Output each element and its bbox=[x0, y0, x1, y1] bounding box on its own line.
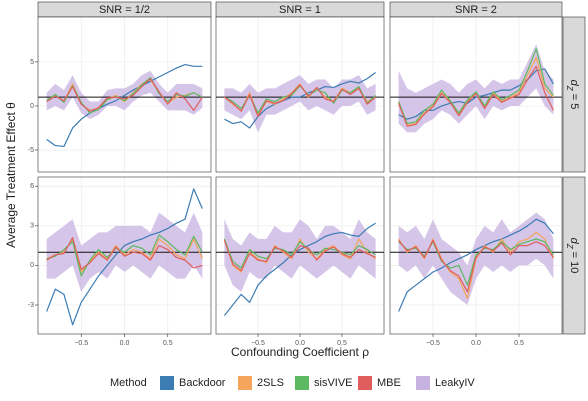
legend-swatch bbox=[238, 376, 252, 390]
method-line bbox=[223, 222, 376, 316]
row-label-part: Z bbox=[565, 243, 574, 250]
panel-border bbox=[37, 16, 212, 173]
y-tick-label: 3 bbox=[30, 223, 34, 230]
x-tick-label: 0.0 bbox=[471, 340, 481, 347]
method-line bbox=[224, 84, 376, 118]
legend-label: Backdoor bbox=[179, 377, 226, 389]
uncertainty-band bbox=[224, 219, 376, 292]
method-line bbox=[46, 237, 203, 270]
method-line bbox=[46, 188, 203, 326]
uncertainty-band bbox=[224, 75, 376, 133]
row-label-part: = 10 bbox=[568, 249, 580, 274]
legend-title: Method bbox=[110, 377, 147, 389]
x-tick-label: −0.5 bbox=[251, 340, 265, 347]
row-strip-label: dZ = 10 bbox=[565, 238, 580, 274]
row-label-part: d bbox=[568, 238, 580, 245]
strip-bg bbox=[562, 16, 586, 173]
x-axis-title: Confounding Coefficient ρ bbox=[231, 345, 369, 359]
method-line bbox=[398, 239, 554, 293]
y-tick-label: -3 bbox=[28, 302, 34, 309]
method-line bbox=[398, 65, 554, 127]
method-line bbox=[46, 77, 203, 114]
panel-border bbox=[389, 16, 563, 173]
method-line bbox=[223, 238, 376, 269]
method-line bbox=[46, 78, 203, 111]
legend-label: sisVIVE bbox=[314, 377, 353, 389]
row-strip-label: dZ = 5 bbox=[565, 80, 580, 110]
column-strip-label: SNR = 2 bbox=[455, 4, 497, 16]
row-label-part: = 5 bbox=[568, 91, 580, 110]
x-tick-label: −0.5 bbox=[426, 340, 440, 347]
strip-bg bbox=[562, 176, 586, 335]
x-tick-label: 0.5 bbox=[337, 340, 347, 347]
y-tick-label: -5 bbox=[28, 147, 34, 154]
x-tick-label: 0.5 bbox=[514, 340, 524, 347]
column-strip-label: SNR = 1/2 bbox=[99, 4, 150, 16]
method-line bbox=[398, 218, 554, 312]
panel-border bbox=[215, 16, 385, 173]
y-tick-label: 5 bbox=[30, 59, 34, 66]
legend-swatch bbox=[416, 376, 430, 390]
method-line bbox=[223, 238, 376, 273]
y-tick-label: 0 bbox=[30, 262, 34, 269]
legend-swatch bbox=[160, 376, 174, 390]
method-line bbox=[224, 71, 376, 129]
y-tick-label: 0 bbox=[30, 103, 34, 110]
x-tick-label: 0.5 bbox=[163, 340, 173, 347]
legend-label: LeakyIV bbox=[435, 377, 475, 389]
row-label-part: d bbox=[568, 80, 580, 87]
legend-swatch bbox=[295, 376, 309, 390]
y-axis-title: Average Treatment Effect θ bbox=[4, 102, 18, 248]
x-tick-label: −0.5 bbox=[74, 340, 88, 347]
legend-label: 2SLS bbox=[257, 377, 284, 389]
method-line bbox=[46, 63, 203, 148]
uncertainty-band bbox=[398, 44, 554, 133]
x-tick-label: 0.0 bbox=[120, 340, 130, 347]
row-label-part: Z bbox=[565, 85, 574, 92]
method-line bbox=[398, 48, 554, 125]
column-strip-label: SNR = 1 bbox=[279, 4, 321, 16]
method-line bbox=[223, 240, 376, 272]
method-line bbox=[46, 234, 203, 277]
x-tick-label: 0.0 bbox=[295, 340, 305, 347]
method-line bbox=[46, 78, 203, 112]
legend-label: MBE bbox=[377, 377, 401, 389]
legend-swatch bbox=[358, 376, 372, 390]
y-tick-label: 6 bbox=[30, 183, 34, 190]
